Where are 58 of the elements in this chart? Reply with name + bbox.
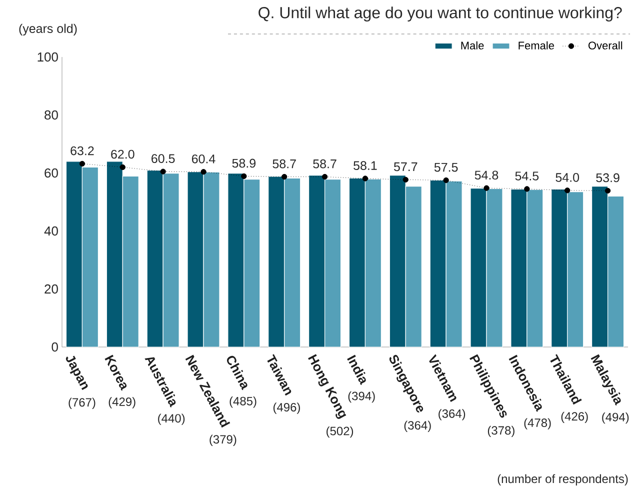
legend-label: Overall [588, 41, 622, 50]
text: (767) [68, 398, 96, 409]
text: (478) [524, 418, 551, 430]
text: (494) [602, 412, 629, 424]
text: (496) [273, 402, 300, 414]
data-label: 58.7 [272, 159, 296, 168]
legend-label: Male [461, 41, 484, 50]
point [362, 176, 368, 182]
text: (485) [230, 396, 256, 408]
point [322, 174, 328, 180]
y-tick-label: 60 [44, 168, 58, 178]
y-tick-label: 20 [44, 284, 58, 294]
x-tick-label: Korea [104, 354, 127, 391]
point [282, 174, 288, 180]
text: (379) [210, 434, 236, 446]
data-label: 62.0 [111, 150, 134, 159]
data-label: 57.7 [394, 162, 418, 172]
data-label: 54.8 [474, 170, 498, 180]
data-label: 54.0 [556, 173, 580, 182]
x-tick-label: Hong Kong [308, 354, 346, 419]
y-tick-label: 40 [44, 226, 58, 236]
data-label: 58.7 [313, 159, 336, 168]
y-tick-label: 100 [38, 52, 58, 62]
point [402, 176, 408, 183]
text: (378) [488, 426, 514, 438]
point [200, 168, 206, 175]
text: (502) [326, 426, 354, 438]
point [484, 185, 490, 191]
x-tick-label: Japan [66, 356, 88, 390]
data-label: 58.1 [354, 161, 377, 170]
data-label: 63.2 [70, 146, 94, 156]
text: (429) [108, 397, 136, 408]
text: (440) [158, 414, 185, 425]
data-label: 58.9 [232, 158, 256, 168]
text: (394) [348, 391, 375, 403]
x-tick-label: India [347, 354, 366, 386]
data-label: 57.5 [434, 163, 458, 172]
point [241, 173, 247, 180]
data-label: 60.5 [152, 154, 175, 164]
point [79, 160, 86, 167]
point [604, 188, 611, 194]
data-label: 54.5 [515, 172, 539, 180]
point [524, 186, 530, 192]
point [443, 177, 449, 184]
y-tick-label: 80 [44, 110, 58, 120]
chart-title: Q. Until what age do you want to continue working? [258, 6, 622, 22]
y-axis-title: (years old) [19, 24, 77, 36]
data-label: 53.9 [596, 173, 620, 182]
text: (364) [438, 409, 466, 420]
text: (number of respondents) [498, 474, 628, 486]
legend-label: Female [518, 41, 554, 50]
y-tick-label: 0 [52, 342, 58, 352]
text: (426) [561, 412, 588, 424]
point [160, 168, 166, 174]
text: (364) [404, 420, 431, 432]
point [120, 164, 126, 170]
data-label: 60.4 [192, 154, 216, 164]
point [564, 188, 570, 194]
